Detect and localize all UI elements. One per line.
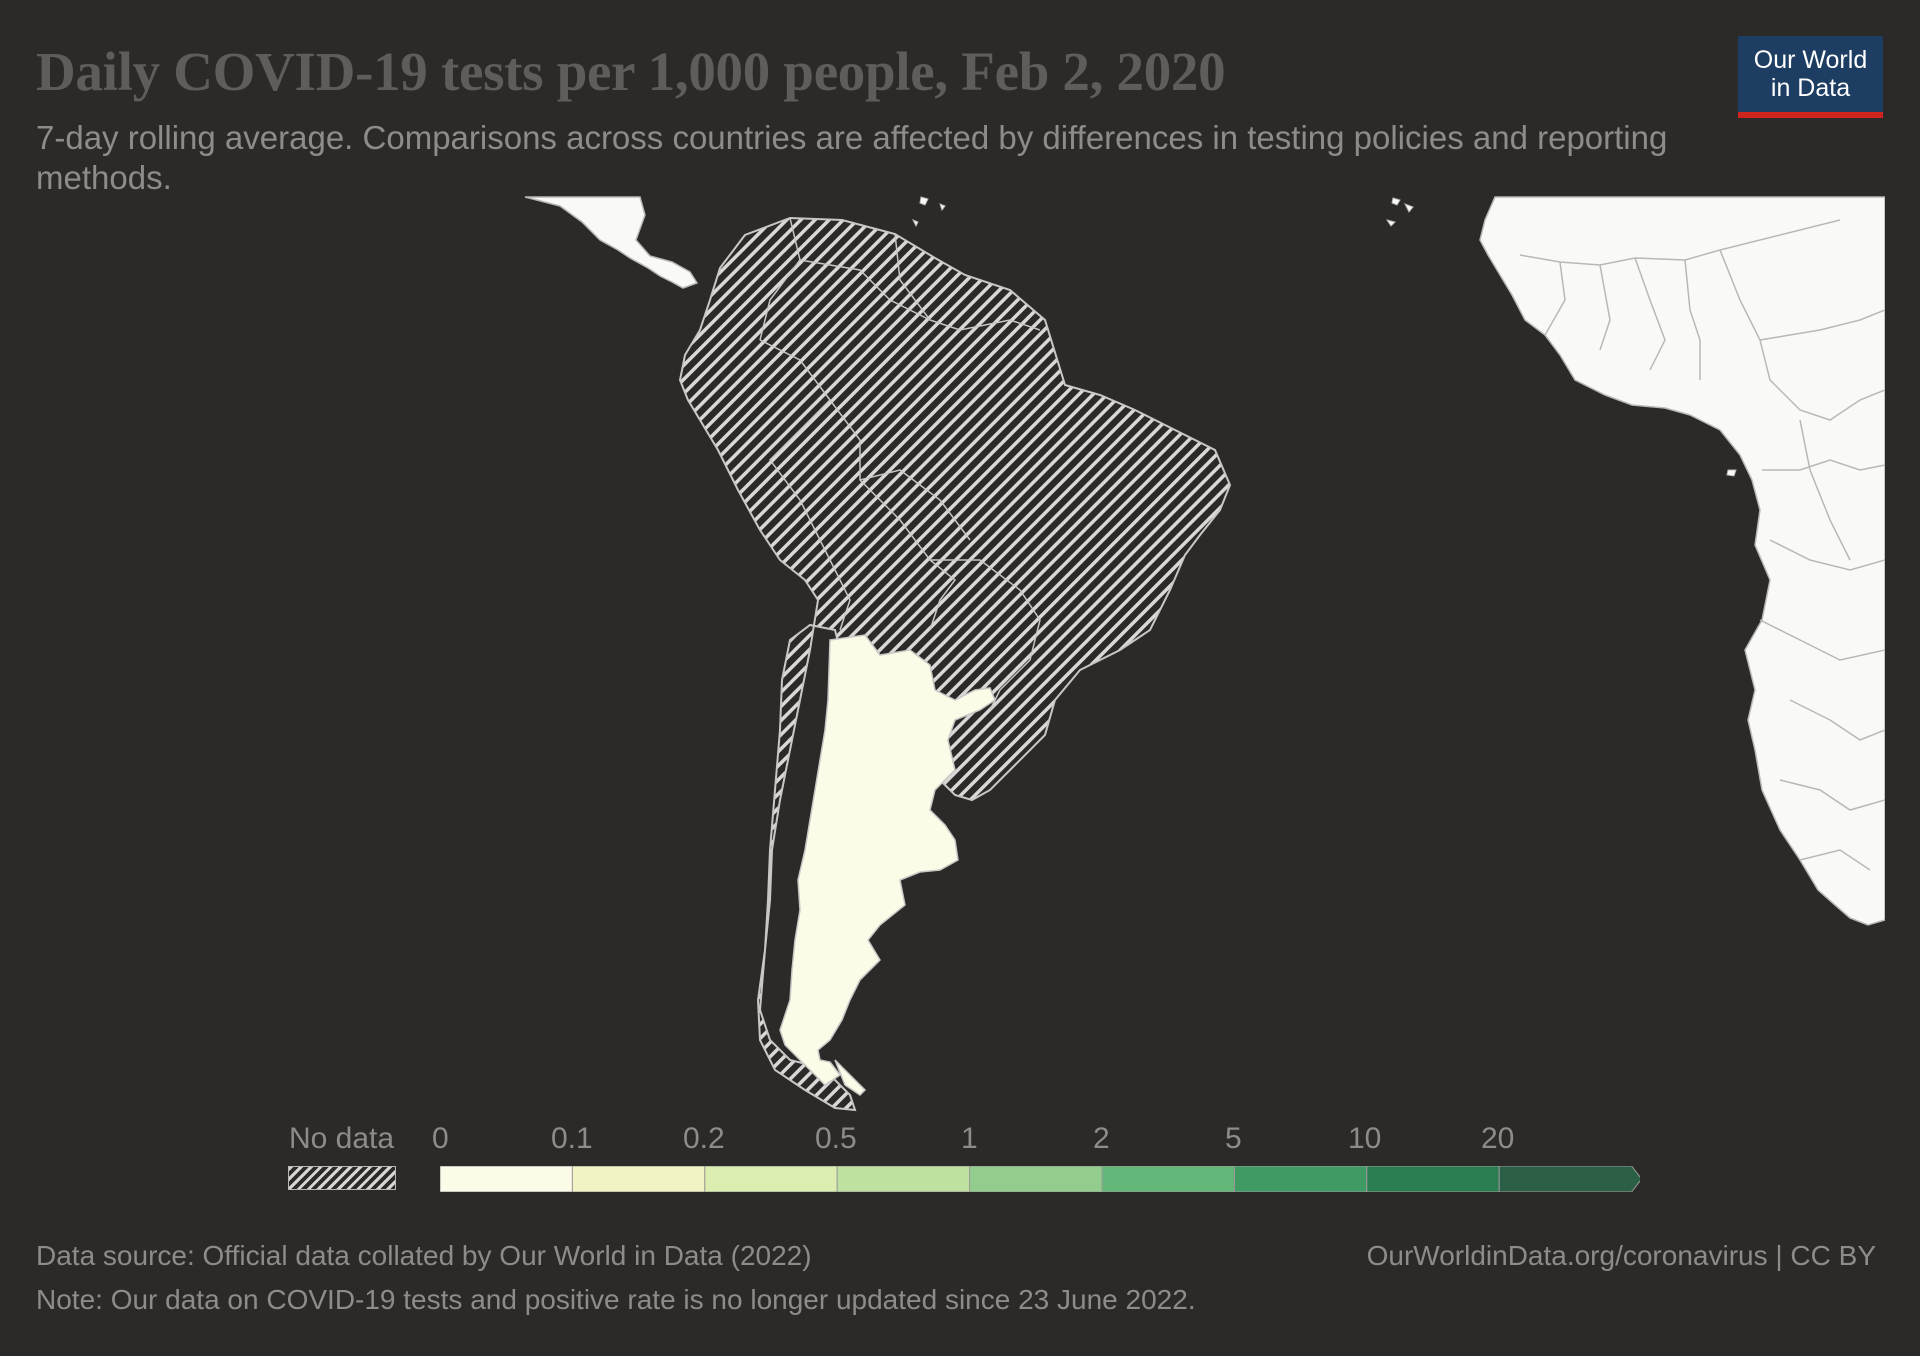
legend-bin-8[interactable] <box>1498 1166 1640 1192</box>
legend-bin-3[interactable] <box>836 1166 971 1192</box>
south-america-borders <box>759 217 1041 711</box>
legend-bin-6[interactable] <box>1233 1166 1368 1192</box>
bioko-island <box>1726 469 1737 477</box>
africa-borders <box>1519 219 1886 871</box>
legend-color-scale <box>440 1166 1640 1192</box>
central-america-region[interactable] <box>524 196 699 289</box>
legend-bin-0[interactable] <box>440 1166 573 1192</box>
legend-tick-4: 1 <box>961 1122 978 1155</box>
argentina-region[interactable] <box>779 634 996 1096</box>
legend-tick-2: 0.2 <box>683 1122 725 1155</box>
source-url-link[interactable]: OurWorldinData.org/coronavirus | CC BY <box>1366 1240 1876 1271</box>
legend-tick-7: 10 <box>1348 1122 1382 1155</box>
legend-bin-5[interactable] <box>1101 1166 1235 1192</box>
footnote-text: Note: Our data on COVID-19 tests and pos… <box>36 1284 1196 1315</box>
legend-bin-7[interactable] <box>1366 1166 1500 1192</box>
west-africa-region[interactable] <box>1479 196 1886 926</box>
legend-tick-6: 5 <box>1225 1122 1242 1155</box>
world-map <box>524 196 1886 1112</box>
legend-nodata-swatch <box>288 1166 396 1190</box>
map-area <box>0 195 1886 1120</box>
legend-bin-4[interactable] <box>969 1166 1103 1192</box>
legend-bin-2[interactable] <box>704 1166 838 1192</box>
legend-bin-1[interactable] <box>571 1166 706 1192</box>
legend-tick-1: 0.1 <box>551 1122 593 1155</box>
legend-tick-0: 0 <box>432 1122 449 1155</box>
chart-title: Daily COVID-19 tests per 1,000 people, F… <box>36 41 1226 102</box>
legend-tick-8: 20 <box>1481 1122 1515 1155</box>
data-source-text: Data source: Official data collated by O… <box>36 1240 812 1271</box>
legend-tick-3: 0.5 <box>815 1122 857 1155</box>
owid-logo[interactable]: Our World in Data <box>1738 36 1883 118</box>
logo-line-2: in Data <box>1770 74 1851 102</box>
south-america-nodata[interactable] <box>678 216 1232 1112</box>
legend-tick-5: 2 <box>1093 1122 1110 1155</box>
chart-subtitle: 7-day rolling average. Comparisons acros… <box>36 119 1668 196</box>
caribbean-islands <box>911 196 1414 228</box>
logo-line-1: Our World <box>1753 46 1868 74</box>
legend-nodata-label: No data <box>289 1122 395 1155</box>
